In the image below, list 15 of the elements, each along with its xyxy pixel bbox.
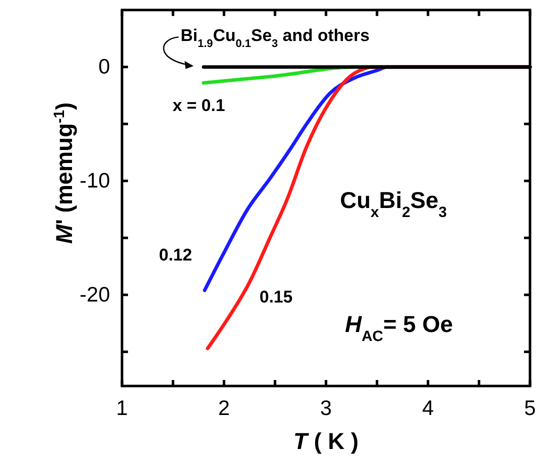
series-label: 0.12 xyxy=(159,246,192,265)
x-tick-label: 1 xyxy=(116,396,128,420)
x-tick-label: 3 xyxy=(320,396,332,420)
series-label: 0.15 xyxy=(260,287,293,306)
annotation: H$_{AC}$= 5 Oe xyxy=(345,311,453,344)
y-tick-label: -20 xyxy=(80,284,110,307)
x-tick-label: 2 xyxy=(218,396,230,420)
annotation: Bi$_{1.9}$Cu$_{0.1}$Se$_{3}$ and others xyxy=(180,26,370,50)
annotation: Cu$_{x}$Bi$_{2}$Se$_{3}$ xyxy=(340,187,447,220)
y-tick-label: -10 xyxy=(80,170,110,193)
x-axis-title: T ( K ) xyxy=(293,428,359,454)
x-tick-label: 5 xyxy=(524,396,536,420)
x-tick-label: 4 xyxy=(422,396,434,420)
series-label: x = 0.1 xyxy=(172,96,226,115)
y-tick-label: 0 xyxy=(98,56,110,79)
